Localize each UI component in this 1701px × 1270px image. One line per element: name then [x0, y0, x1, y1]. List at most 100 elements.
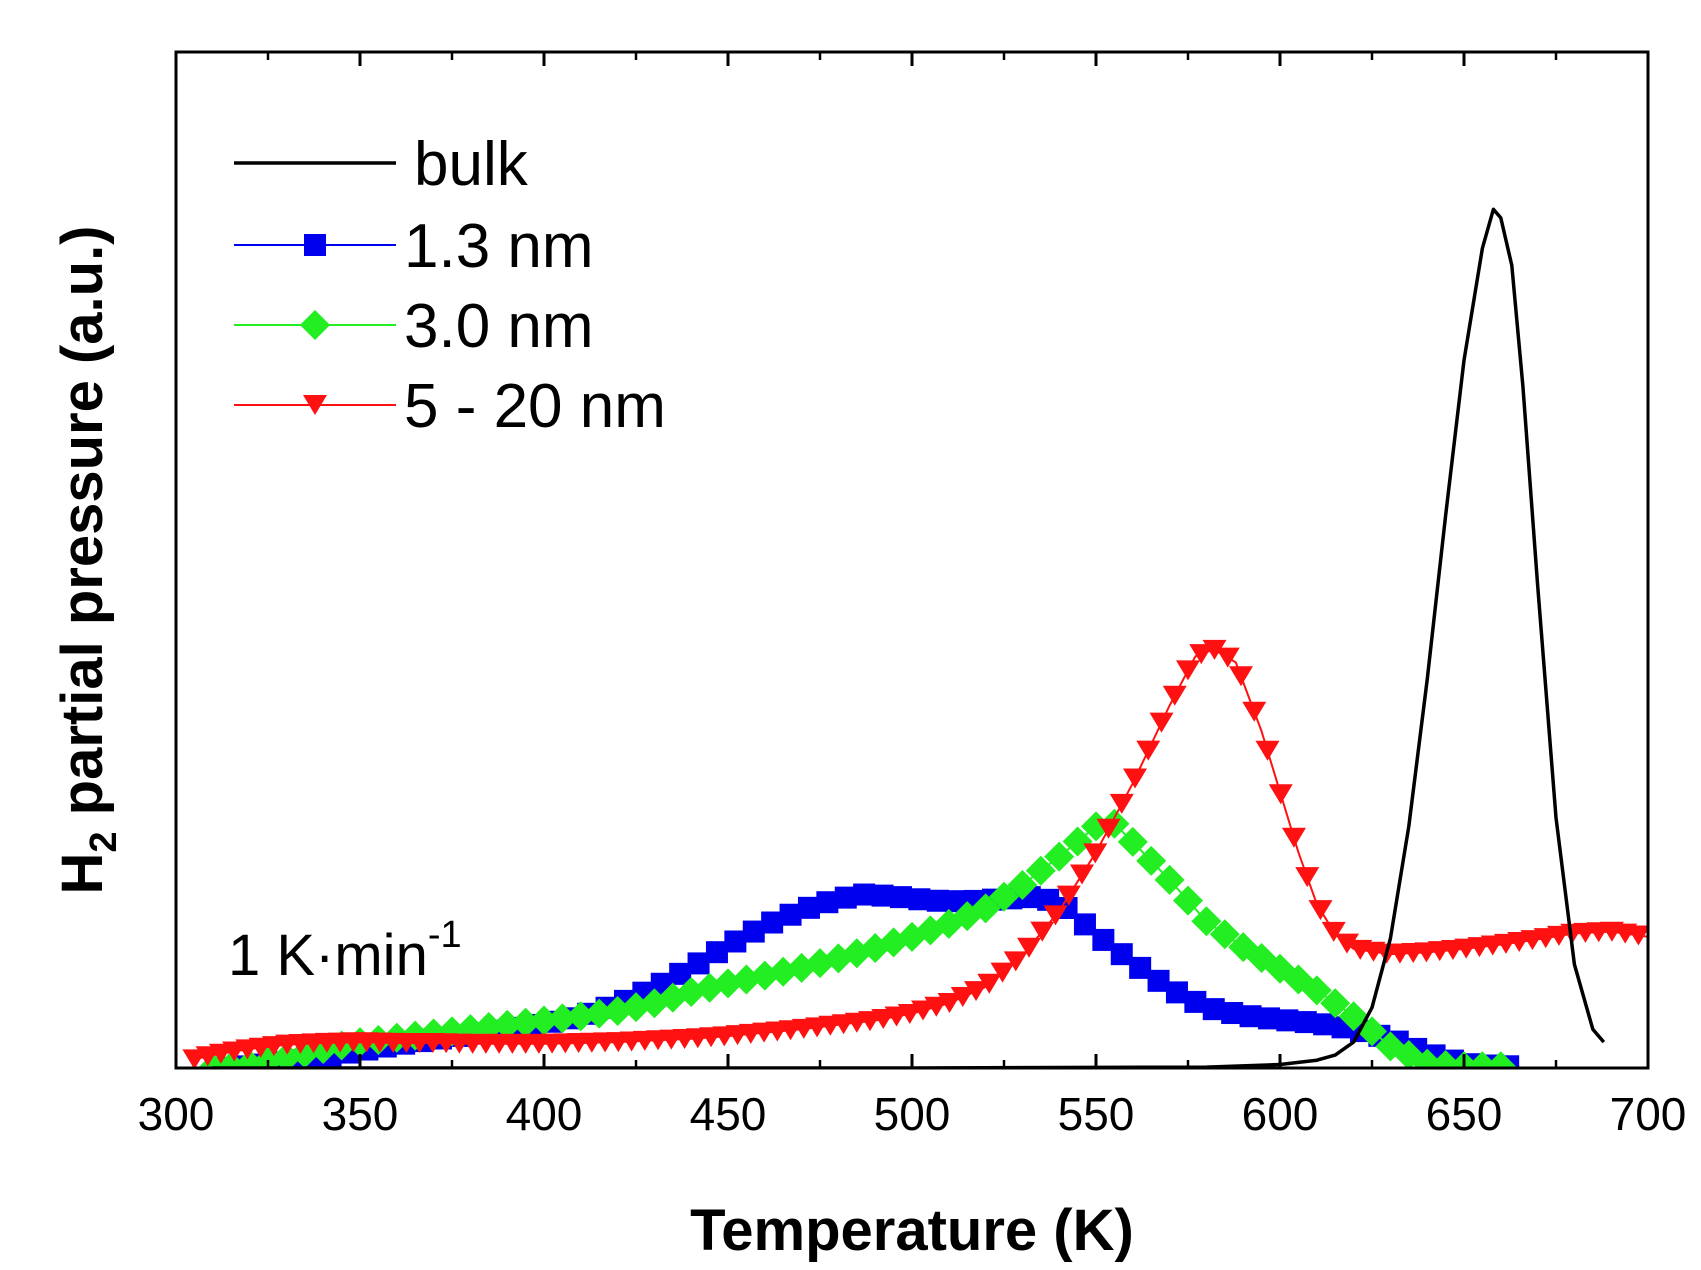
data-point [1202, 639, 1227, 660]
data-point [970, 893, 1001, 924]
data-point [1242, 701, 1267, 722]
data-point [761, 911, 784, 934]
data-point [705, 941, 728, 964]
legend-marker [303, 395, 327, 415]
data-point [1239, 1005, 1262, 1028]
data-point [950, 987, 975, 1008]
data-point [779, 903, 802, 926]
x-tick-label: 600 [1242, 1088, 1319, 1140]
data-point [1109, 793, 1134, 814]
y-axis-title-prefix: H [50, 853, 115, 895]
data-point [1221, 1002, 1244, 1025]
data-point [1147, 969, 1170, 992]
data-point [897, 1004, 922, 1025]
data-point [1165, 981, 1188, 1004]
data-point [989, 881, 1019, 912]
x-tick-label: 300 [138, 1088, 215, 1140]
data-point [1117, 826, 1148, 857]
x-tick-label: 400 [506, 1088, 583, 1140]
data-point [1281, 827, 1306, 848]
data-point [742, 920, 765, 943]
x-axis: 300 350 400 450 500 550 600 650 700 [138, 52, 1687, 1140]
data-point [1268, 784, 1293, 805]
data-point [1110, 943, 1133, 966]
data-point [797, 896, 820, 919]
y-axis-title: H2 partial pressure (a.u.) [50, 225, 125, 894]
data-point [1321, 921, 1346, 942]
series-line [194, 648, 1648, 1061]
x-tick-label: 350 [322, 1088, 399, 1140]
data-point [1228, 666, 1253, 687]
x-tick-label: 700 [1610, 1088, 1687, 1140]
data-point [492, 1009, 523, 1040]
data-point [926, 889, 949, 912]
data-point [1294, 1011, 1317, 1034]
series-layer [182, 207, 1648, 1068]
legend-item: 5 - 20 nm [234, 372, 666, 441]
data-point [834, 886, 857, 909]
data-point [510, 1007, 541, 1038]
data-point [1176, 660, 1200, 681]
legend-label: 1.3 nm [404, 212, 594, 281]
data-point [1255, 740, 1280, 761]
data-point [1123, 768, 1148, 789]
legend-item: 3.0 nm [234, 292, 594, 361]
y-axis-title-subscript: 2 [83, 831, 125, 852]
data-point [1485, 1051, 1516, 1068]
data-point [1173, 885, 1203, 916]
data-point [1295, 867, 1320, 888]
data-point [990, 962, 1015, 983]
data-point [289, 1038, 320, 1068]
data-point [889, 886, 912, 909]
data-point [724, 930, 747, 953]
data-point [529, 1005, 559, 1036]
data-point [1073, 913, 1096, 936]
data-point [908, 888, 931, 911]
series-bulk [212, 207, 1606, 1068]
data-point [1149, 712, 1174, 733]
data-point [1030, 921, 1055, 942]
data-point [977, 973, 1002, 994]
series-line [212, 207, 1606, 1068]
data-point [584, 998, 615, 1029]
y-axis-title-rest: partial pressure (a.u.) [50, 225, 115, 831]
data-point [1189, 644, 1214, 665]
data-point [1276, 1009, 1299, 1032]
data-point [1308, 900, 1333, 921]
data-point [1301, 975, 1332, 1006]
data-point [1007, 870, 1038, 901]
x-tick-label: 450 [690, 1088, 767, 1140]
data-point [1062, 826, 1093, 857]
data-point [1070, 864, 1095, 885]
data-point [1043, 905, 1068, 926]
data-point [1202, 998, 1225, 1021]
data-point [669, 962, 692, 985]
data-point [871, 884, 894, 907]
series-3.0nm [197, 808, 1516, 1068]
data-point [911, 1000, 936, 1021]
legend-item: 1.3 nm [234, 212, 594, 281]
data-point [1096, 818, 1121, 839]
data-point [1184, 990, 1207, 1013]
data-point [1056, 885, 1081, 906]
legend: bulk 1.3 nm 3.0 nm 5 - 20 nm [234, 130, 666, 441]
data-point [687, 952, 710, 975]
data-point [1083, 843, 1108, 864]
data-point [1037, 888, 1060, 911]
data-point [1136, 740, 1161, 761]
plot-frame [174, 50, 1650, 1070]
data-point [253, 1046, 283, 1068]
legend-item: bulk [234, 130, 529, 199]
data-point [1215, 647, 1240, 668]
legend-marker [300, 310, 330, 340]
data-point [937, 992, 962, 1013]
x-axis-title: Temperature (K) [690, 1198, 1134, 1263]
data-point [1025, 855, 1056, 886]
data-point [1257, 1007, 1280, 1030]
legend-label: bulk [414, 130, 529, 199]
data-point [924, 996, 949, 1017]
legend-marker [304, 234, 326, 256]
data-point [1191, 906, 1222, 937]
legend-label: 3.0 nm [404, 292, 594, 361]
